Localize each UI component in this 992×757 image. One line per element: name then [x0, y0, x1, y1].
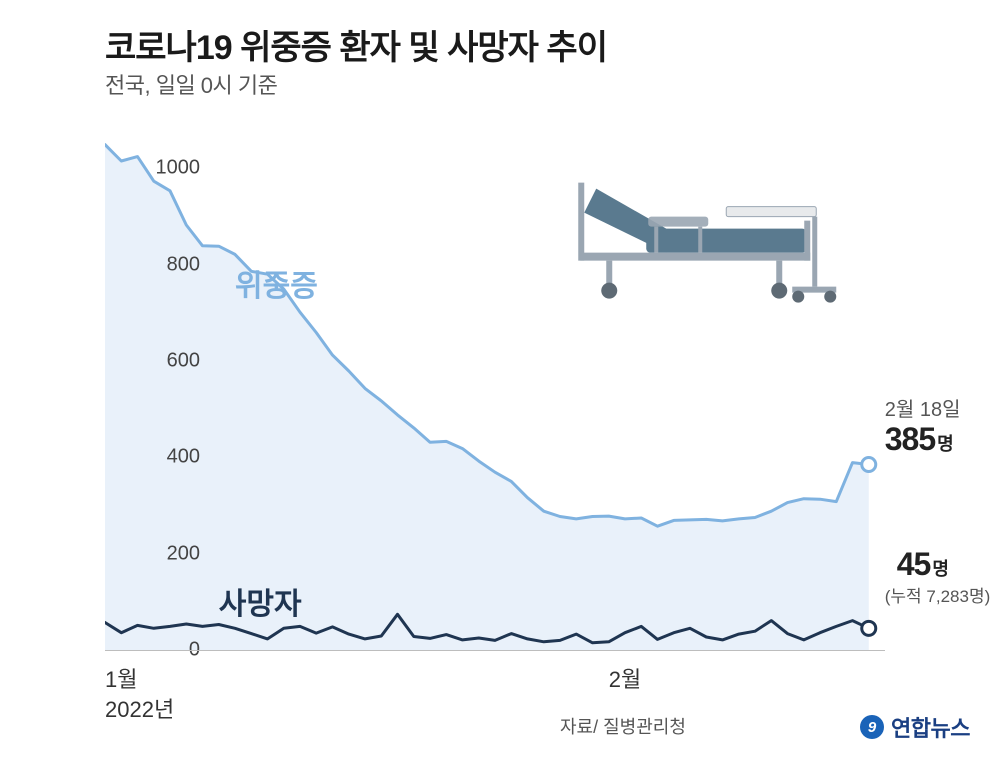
line-chart	[105, 120, 885, 650]
page-subtitle: 전국, 일일 0시 기준	[105, 68, 277, 100]
callout-deaths-number: 45	[897, 546, 931, 582]
y-tick-label: 800	[120, 253, 200, 276]
x-axis-baseline	[105, 650, 885, 651]
source-label: 자료/ 질병관리청	[560, 713, 686, 739]
publisher-logo-text: 연합뉴스	[891, 711, 970, 743]
chart-container: 코로나19 위중증 환자 및 사망자 추이 전국, 일일 0시 기준 02004…	[0, 0, 992, 757]
callout-critical-value: 385명	[885, 421, 953, 458]
y-tick-label: 200	[120, 542, 200, 565]
callout-deaths-value: 45명	[897, 546, 948, 583]
page-title: 코로나19 위중증 환자 및 사망자 추이	[105, 20, 607, 69]
callout-critical-number: 385	[885, 421, 935, 457]
publisher-logo: 9 연합뉴스	[859, 711, 970, 743]
x-tick-year: 2022년	[105, 692, 174, 724]
y-tick-label: 1000	[120, 157, 200, 180]
series-deaths-label: 사망자	[219, 579, 302, 623]
x-tick-label: 2월	[609, 662, 641, 694]
publisher-logo-icon: 9	[859, 714, 885, 740]
callout-critical-unit: 명	[937, 434, 953, 454]
callout-deaths-cumulative: (누적 7,283명)	[885, 582, 991, 607]
y-tick-label: 600	[120, 349, 200, 372]
y-tick-label: 400	[120, 446, 200, 469]
x-tick-label: 1월	[105, 662, 137, 694]
series-critical-end-marker	[862, 458, 876, 472]
callout-deaths-unit: 명	[932, 559, 948, 579]
svg-text:9: 9	[868, 719, 877, 736]
series-critical-area	[105, 145, 869, 650]
hospital-bed-icon	[578, 183, 836, 303]
series-critical-label: 위중증	[235, 261, 318, 305]
series-deaths-end-marker	[862, 621, 876, 635]
callout-date: 2월 18일	[885, 393, 961, 422]
